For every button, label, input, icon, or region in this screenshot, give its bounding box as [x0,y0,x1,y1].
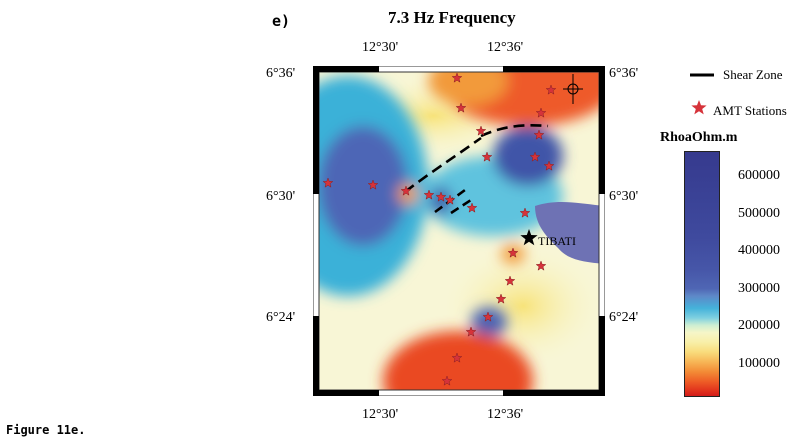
colorbar-tick-3: 400000 [738,243,780,258]
station-star [482,311,494,322]
station-star [529,151,541,162]
station-star [441,375,453,386]
legend-shear-zone-label: Shear Zone [723,67,783,82]
station-star [423,189,435,200]
station-star [367,179,379,190]
colorbar-tick-5: 200000 [738,318,780,333]
station-star [535,260,547,271]
colorbar [684,151,720,397]
colorbar-tick-4: 300000 [738,281,780,296]
station-star [444,194,456,205]
station-star [519,207,531,218]
colorbar-tick-1: 600000 [738,168,780,183]
resistivity-map [313,66,605,396]
station-star [435,191,447,202]
left-tick-1: 6°36' [266,66,296,81]
colorbar-tick-6: 100000 [738,356,780,371]
tibati-town-icon [520,229,538,246]
bottom-tick-1: 12°30' [362,407,399,422]
station-star [495,293,507,304]
amt-stations [322,72,557,386]
panel-label: e) [272,12,291,30]
station-star [455,102,467,113]
station-star [451,72,463,83]
station-star [545,84,557,95]
station-star [543,160,555,171]
legend-amt-label: AMT Stations [713,103,787,118]
right-tick-2: 6°30' [609,189,639,204]
station-star [533,129,545,140]
figure-caption: Figure 11e. [6,423,86,437]
right-tick-1: 6°36' [609,66,639,81]
station-star [535,107,547,118]
station-star [400,185,412,196]
shear-zone-line-2 [404,136,482,194]
top-tick-2: 12°36' [487,40,524,55]
station-star [507,247,519,258]
lake-shape [535,202,599,264]
left-tick-3: 6°24' [266,310,296,325]
shear-zone-line-4 [450,198,472,215]
station-star [466,202,478,213]
map-title: 7.3 Hz Frequency [388,8,516,27]
station-star [475,125,487,136]
station-star [451,352,463,363]
station-star [504,275,516,286]
north-arrow-icon [563,74,583,104]
amt-station-legend-icon [691,100,707,115]
bottom-tick-2: 12°36' [487,407,524,422]
legend-icons [690,73,714,115]
station-star [465,326,477,337]
left-tick-2: 6°30' [266,189,296,204]
station-star [481,151,493,162]
town-label: TIBATI [538,234,576,248]
station-star [322,177,334,188]
shear-zone-line-1 [480,124,549,138]
right-tick-3: 6°24' [609,310,639,325]
top-tick-1: 12°30' [362,40,399,55]
colorbar-tick-2: 500000 [738,206,780,221]
colorbar-title: RhoaOhm.m [660,130,738,145]
